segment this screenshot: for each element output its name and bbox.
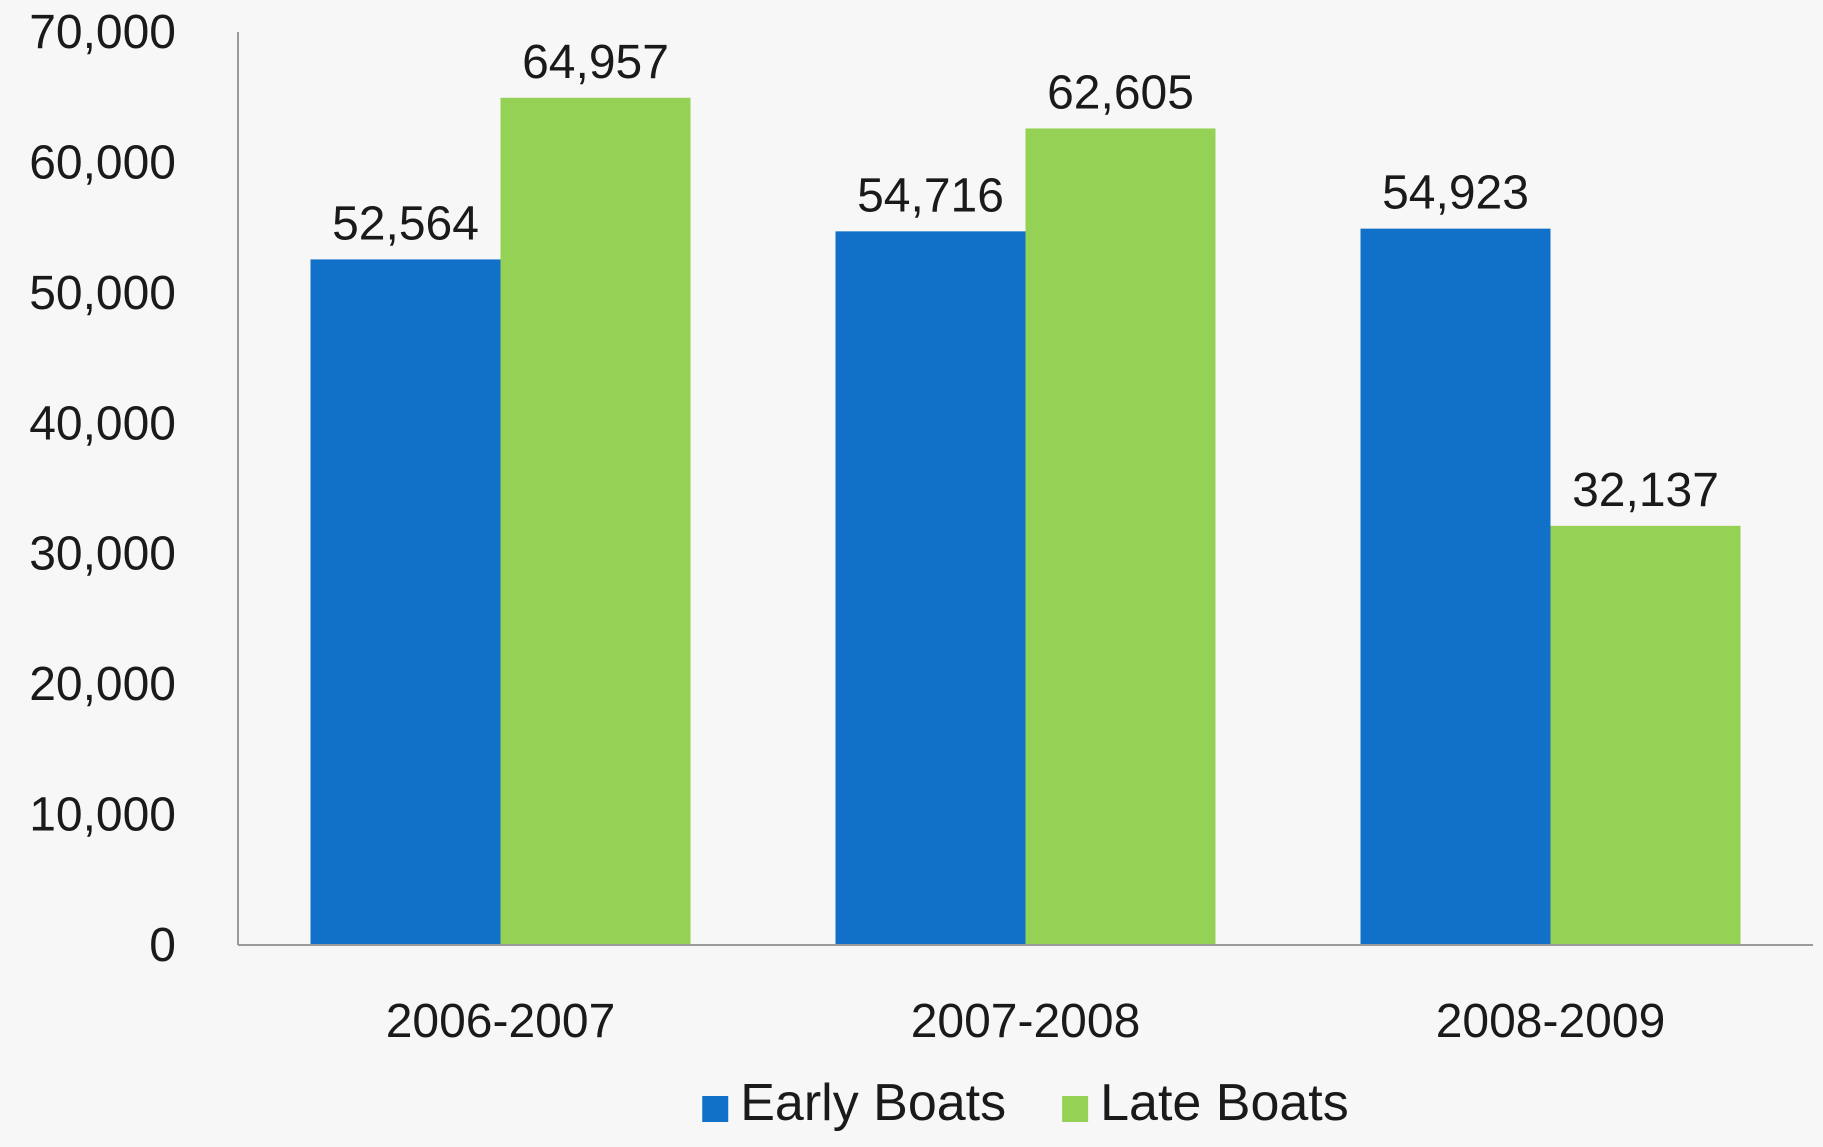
data-label: 62,605 [1047, 66, 1194, 119]
legend-label: Late Boats [1100, 1074, 1349, 1132]
legend-item: Early Boats [702, 1074, 1006, 1132]
legend-swatch [702, 1096, 729, 1122]
y-tick-label: 40,000 [29, 397, 176, 450]
legend: Early Boats Late Boats [702, 1074, 1349, 1132]
y-tick-label: 50,000 [29, 267, 176, 320]
x-tick-label: 2007-2008 [911, 995, 1141, 1048]
bar-late-boats [500, 97, 691, 945]
bar-late-boats [1550, 525, 1741, 945]
y-tick-label: 60,000 [29, 136, 176, 189]
legend-label: Early Boats [740, 1074, 1006, 1132]
y-tick-label: 10,000 [29, 789, 176, 842]
bars [310, 97, 1741, 946]
x-tick-label: 2006-2007 [386, 995, 616, 1048]
data-label: 64,957 [522, 36, 669, 89]
y-tick-label: 0 [149, 919, 176, 972]
y-tick-label: 30,000 [29, 528, 176, 581]
x-axis-ticks: 2006-2007 2007-2008 2008-2009 [386, 995, 1666, 1048]
legend-swatch [1062, 1096, 1089, 1122]
y-tick-label: 20,000 [29, 658, 176, 711]
data-label: 54,716 [857, 169, 1004, 222]
bar-early-boats [1360, 228, 1551, 945]
bar-late-boats [1025, 128, 1216, 946]
data-label: 32,137 [1572, 464, 1719, 517]
bar-early-boats [310, 259, 501, 945]
legend-item: Late Boats [1062, 1074, 1349, 1132]
x-tick-label: 2008-2009 [1436, 995, 1666, 1048]
data-label: 54,923 [1382, 167, 1529, 220]
data-labels: 52,564 64,957 54,716 62,605 54,923 32,137 [332, 36, 1719, 517]
y-axis-ticks: 0 10,000 20,000 30,000 40,000 50,000 60,000 70,… [29, 6, 176, 972]
bar-early-boats [835, 231, 1026, 945]
y-tick-label: 70,000 [29, 6, 176, 59]
data-label: 52,564 [332, 197, 479, 250]
